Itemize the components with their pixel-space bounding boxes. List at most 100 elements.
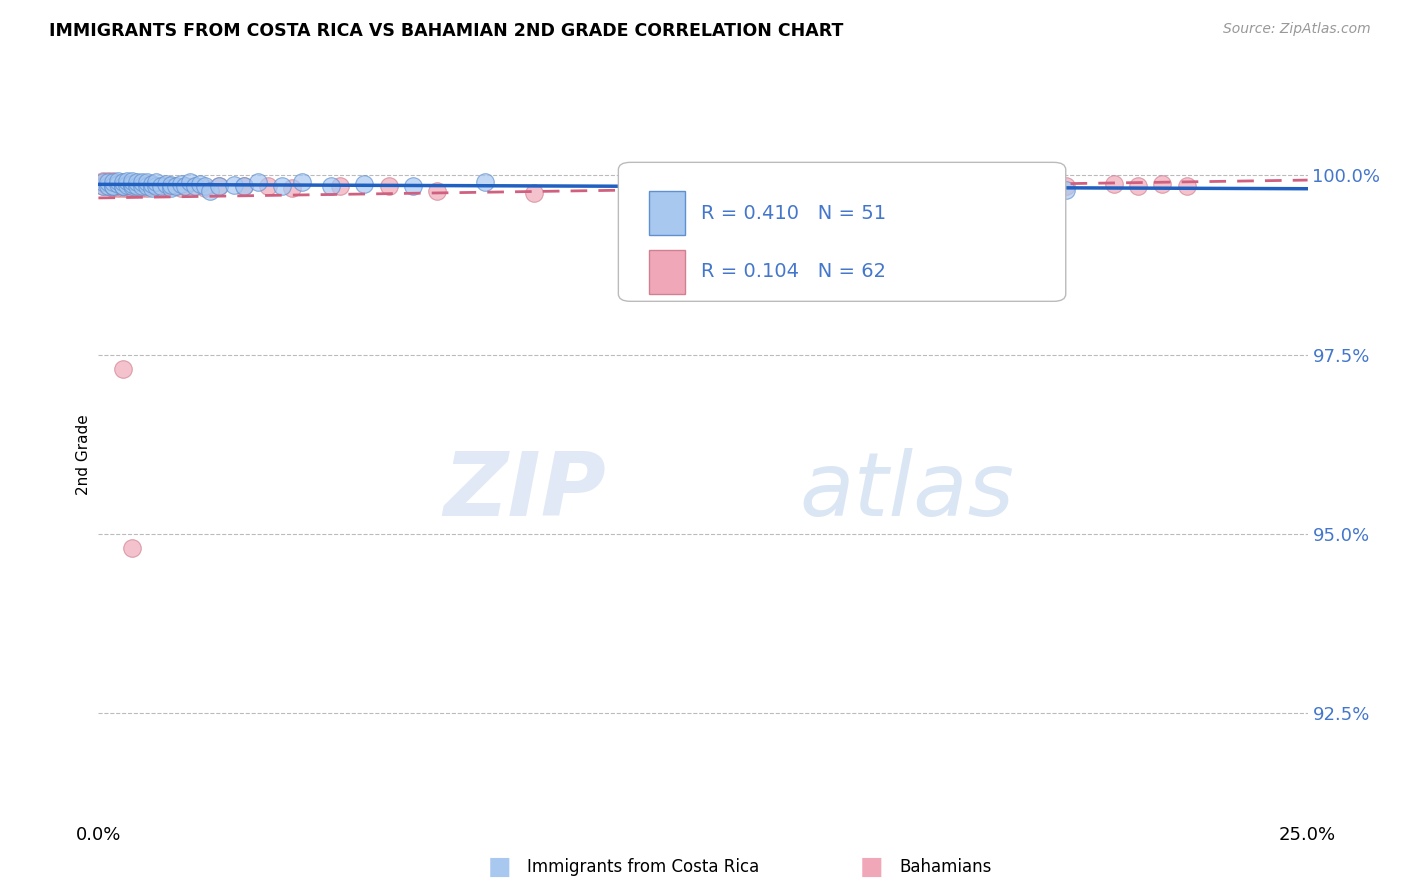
Point <box>131 181 153 195</box>
Point <box>523 186 546 201</box>
Text: ZIP: ZIP <box>443 448 606 535</box>
Point <box>91 179 114 194</box>
Point <box>188 177 211 191</box>
Point <box>169 181 191 195</box>
Point <box>145 176 167 190</box>
Text: Bahamians: Bahamians <box>900 858 993 876</box>
Point <box>1152 177 1174 191</box>
Point <box>131 179 153 194</box>
Point <box>194 179 217 194</box>
Point <box>127 177 149 191</box>
Point <box>184 179 207 194</box>
Point <box>91 177 114 191</box>
Point <box>107 177 129 191</box>
Point <box>1102 177 1125 191</box>
Point <box>127 181 149 195</box>
Point <box>135 181 157 195</box>
Point <box>402 179 425 194</box>
Point <box>222 178 245 192</box>
Y-axis label: 2nd Grade: 2nd Grade <box>76 415 91 495</box>
Point <box>155 177 177 191</box>
Point <box>101 179 124 194</box>
Point <box>281 181 304 195</box>
Point <box>111 176 134 190</box>
Text: Immigrants from Costa Rica: Immigrants from Costa Rica <box>527 858 759 876</box>
Text: ■: ■ <box>860 855 883 879</box>
Point <box>145 179 167 194</box>
Point <box>101 177 124 191</box>
Point <box>813 179 835 194</box>
Point <box>208 179 231 194</box>
Point <box>141 177 163 191</box>
Point <box>135 179 157 194</box>
Bar <box>648 250 685 293</box>
Point <box>208 179 231 194</box>
Point <box>290 176 312 190</box>
Point <box>111 177 134 191</box>
Point <box>353 177 375 191</box>
Point <box>97 179 120 194</box>
Point <box>101 176 124 190</box>
Point <box>101 179 124 194</box>
Point <box>127 176 149 190</box>
Point <box>271 179 294 194</box>
Point <box>141 181 163 195</box>
Point <box>155 179 177 194</box>
Point <box>107 174 129 188</box>
Point <box>127 179 149 194</box>
Point <box>198 184 221 198</box>
Point <box>145 179 167 194</box>
Point <box>121 541 143 556</box>
Point <box>127 179 149 194</box>
Point <box>179 176 201 190</box>
Point <box>91 179 114 194</box>
Point <box>150 181 173 195</box>
Point <box>1128 179 1150 194</box>
Point <box>107 181 129 195</box>
Point <box>131 176 153 190</box>
Point <box>117 174 139 188</box>
Point <box>97 179 120 194</box>
Text: ■: ■ <box>488 855 510 879</box>
Point <box>141 179 163 194</box>
Point <box>232 179 254 194</box>
Point <box>1054 183 1077 197</box>
Point <box>111 362 134 376</box>
Point <box>121 174 143 188</box>
Point <box>169 177 191 191</box>
Point <box>232 179 254 194</box>
Point <box>111 179 134 194</box>
Point <box>319 179 342 194</box>
Point <box>150 179 173 194</box>
Point <box>329 179 352 194</box>
Point <box>160 178 183 192</box>
Point <box>97 179 120 194</box>
Point <box>426 184 449 198</box>
Text: atlas: atlas <box>800 449 1015 534</box>
Point <box>981 179 1004 194</box>
Point <box>111 179 134 194</box>
Point <box>111 179 134 194</box>
Point <box>165 179 187 194</box>
Point <box>91 176 114 190</box>
Point <box>256 179 278 194</box>
Point <box>107 177 129 191</box>
Point <box>121 177 143 191</box>
Point <box>1054 179 1077 194</box>
Point <box>111 181 134 195</box>
Point <box>97 174 120 188</box>
Point <box>886 177 908 191</box>
Point <box>97 176 120 190</box>
Point <box>165 179 187 194</box>
Point <box>117 179 139 194</box>
Point <box>91 174 114 188</box>
Point <box>97 177 120 191</box>
Point <box>860 179 883 194</box>
Point <box>117 178 139 192</box>
Point <box>160 181 183 195</box>
Point <box>174 179 197 194</box>
FancyBboxPatch shape <box>619 162 1066 301</box>
Point <box>194 181 217 195</box>
Point <box>131 179 153 194</box>
Point <box>117 181 139 195</box>
